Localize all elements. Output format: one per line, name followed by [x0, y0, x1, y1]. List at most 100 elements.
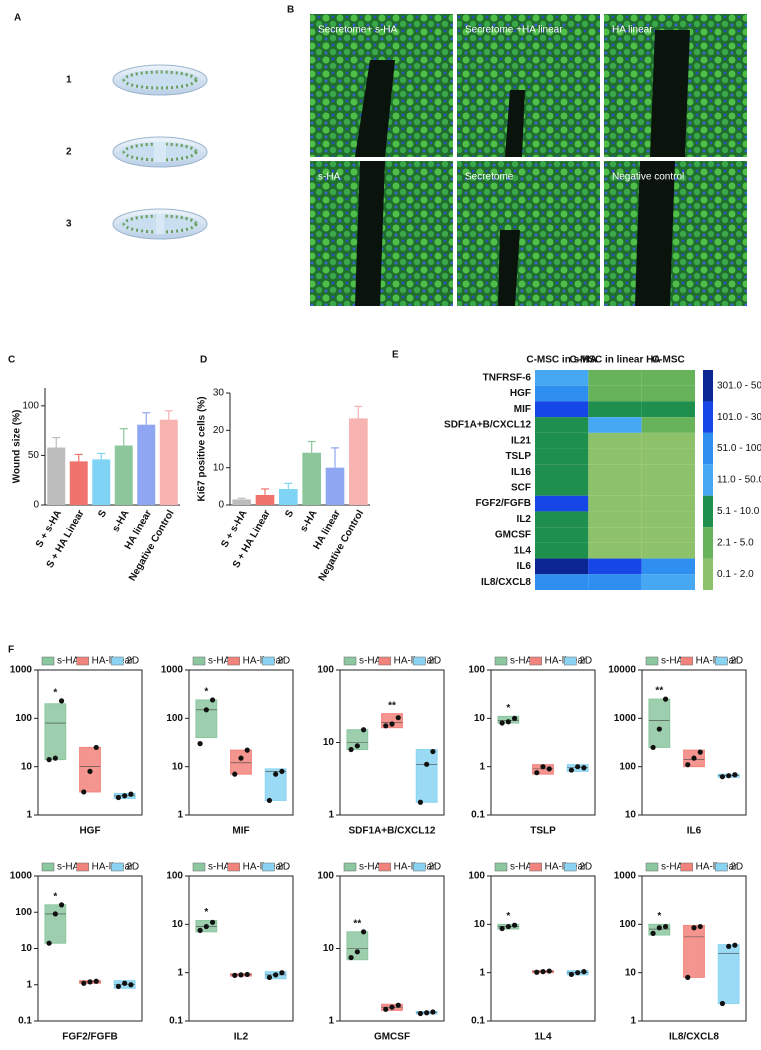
data-point	[534, 770, 540, 776]
legend-swatch	[715, 656, 728, 666]
y-tick-label: 10	[21, 943, 33, 954]
bar	[325, 467, 345, 505]
legend-swatch	[378, 862, 391, 872]
legend-label: 301.0 - 500.0	[717, 380, 761, 391]
legend-label: 2D	[428, 862, 441, 873]
data-point	[58, 698, 65, 704]
row-label: IL16	[511, 467, 531, 478]
data-point	[662, 923, 669, 930]
heat-cell	[535, 574, 589, 590]
data-point	[691, 925, 697, 931]
data-point	[128, 982, 134, 988]
data-point	[430, 1009, 436, 1015]
legend-swatch	[529, 656, 542, 666]
dish-label: 3	[66, 219, 72, 230]
row-label: IL6	[517, 561, 532, 572]
legend-label: s-HA	[57, 656, 80, 667]
data-point	[581, 765, 587, 771]
heat-cell	[641, 464, 695, 480]
data-point	[273, 771, 279, 777]
bar	[302, 452, 321, 505]
legend-label: 2D	[126, 656, 139, 667]
y-tick-label: 1000	[161, 665, 184, 676]
image-label: s-HA	[318, 172, 341, 183]
data-point	[685, 762, 691, 768]
y-tick-label: 10000	[608, 665, 636, 676]
heat-cell	[641, 495, 695, 512]
column-label: C-MSC	[652, 355, 685, 366]
y-tick-label: 1	[479, 967, 485, 978]
y-tick-label: 50	[28, 450, 40, 461]
x-tick-label: s-HA	[110, 508, 131, 534]
box	[230, 749, 252, 775]
row-label: 1L4	[514, 545, 532, 556]
significance: *	[204, 907, 208, 918]
legend-label: s-HA	[661, 862, 684, 873]
panel-label: B	[287, 5, 294, 16]
legend-swatch	[564, 862, 577, 872]
legend-swatch	[703, 495, 713, 528]
heat-cell	[641, 401, 695, 418]
y-tick-label: 0	[33, 500, 39, 511]
x-tick-label: s-HA	[298, 508, 319, 534]
legend-swatch	[76, 656, 89, 666]
bar	[279, 488, 298, 505]
heat-cell	[535, 527, 589, 543]
y-tick-label: 1000	[614, 713, 637, 724]
data-point	[417, 799, 424, 805]
panel-label: F	[8, 645, 14, 656]
heat-cell	[641, 432, 695, 449]
y-tick-label: 100	[166, 871, 183, 882]
heat-cell	[535, 480, 589, 496]
data-point	[568, 767, 575, 773]
box	[44, 904, 67, 944]
legend-label: 51.0 - 100.0	[717, 443, 761, 454]
data-point	[650, 744, 656, 751]
chart-title: FGF2/FGFB	[62, 1032, 118, 1043]
legend-label: s-HA	[208, 656, 231, 667]
bar	[92, 459, 111, 505]
data-point	[697, 749, 703, 755]
box	[683, 924, 705, 978]
data-point	[81, 789, 87, 795]
data-point	[505, 923, 511, 930]
data-point	[238, 755, 244, 761]
data-point	[52, 755, 58, 761]
significance: *	[53, 891, 57, 902]
column-label: C-MSC in linear HA	[569, 355, 660, 366]
significance: *	[506, 703, 510, 714]
data-point	[244, 971, 250, 978]
heat-cell	[641, 542, 695, 559]
heat-cell	[535, 511, 589, 528]
data-point	[383, 723, 389, 729]
legend-swatch	[343, 862, 357, 872]
y-tick-label: 100	[317, 871, 334, 882]
data-point	[128, 791, 134, 797]
data-point	[360, 929, 367, 935]
legend-label: 2D	[579, 862, 592, 873]
box	[415, 749, 438, 803]
y-tick-label: 0	[218, 500, 224, 511]
data-point	[389, 1004, 395, 1010]
heat-cell	[535, 370, 589, 386]
legend-swatch	[41, 862, 55, 872]
legend-swatch	[343, 656, 357, 666]
y-tick-label: 100	[166, 713, 183, 724]
data-point	[726, 773, 732, 779]
row-label: IL21	[511, 435, 531, 446]
x-tick-label: S	[96, 508, 109, 520]
y-tick-label: 0.1	[18, 1016, 32, 1027]
legend-label: 101.0 - 300.0	[717, 412, 761, 423]
y-tick-label: 100	[619, 761, 636, 772]
y-tick-label: 10	[474, 713, 486, 724]
dish-label: 2	[66, 147, 72, 158]
legend-swatch	[262, 656, 275, 666]
legend-label: 2D	[730, 862, 743, 873]
significance: *	[204, 687, 208, 698]
y-tick-label: 10	[172, 919, 184, 930]
heat-cell	[588, 464, 642, 480]
y-tick-label: 100	[317, 665, 334, 676]
y-tick-label: 1	[630, 1016, 636, 1027]
data-point	[93, 744, 99, 751]
